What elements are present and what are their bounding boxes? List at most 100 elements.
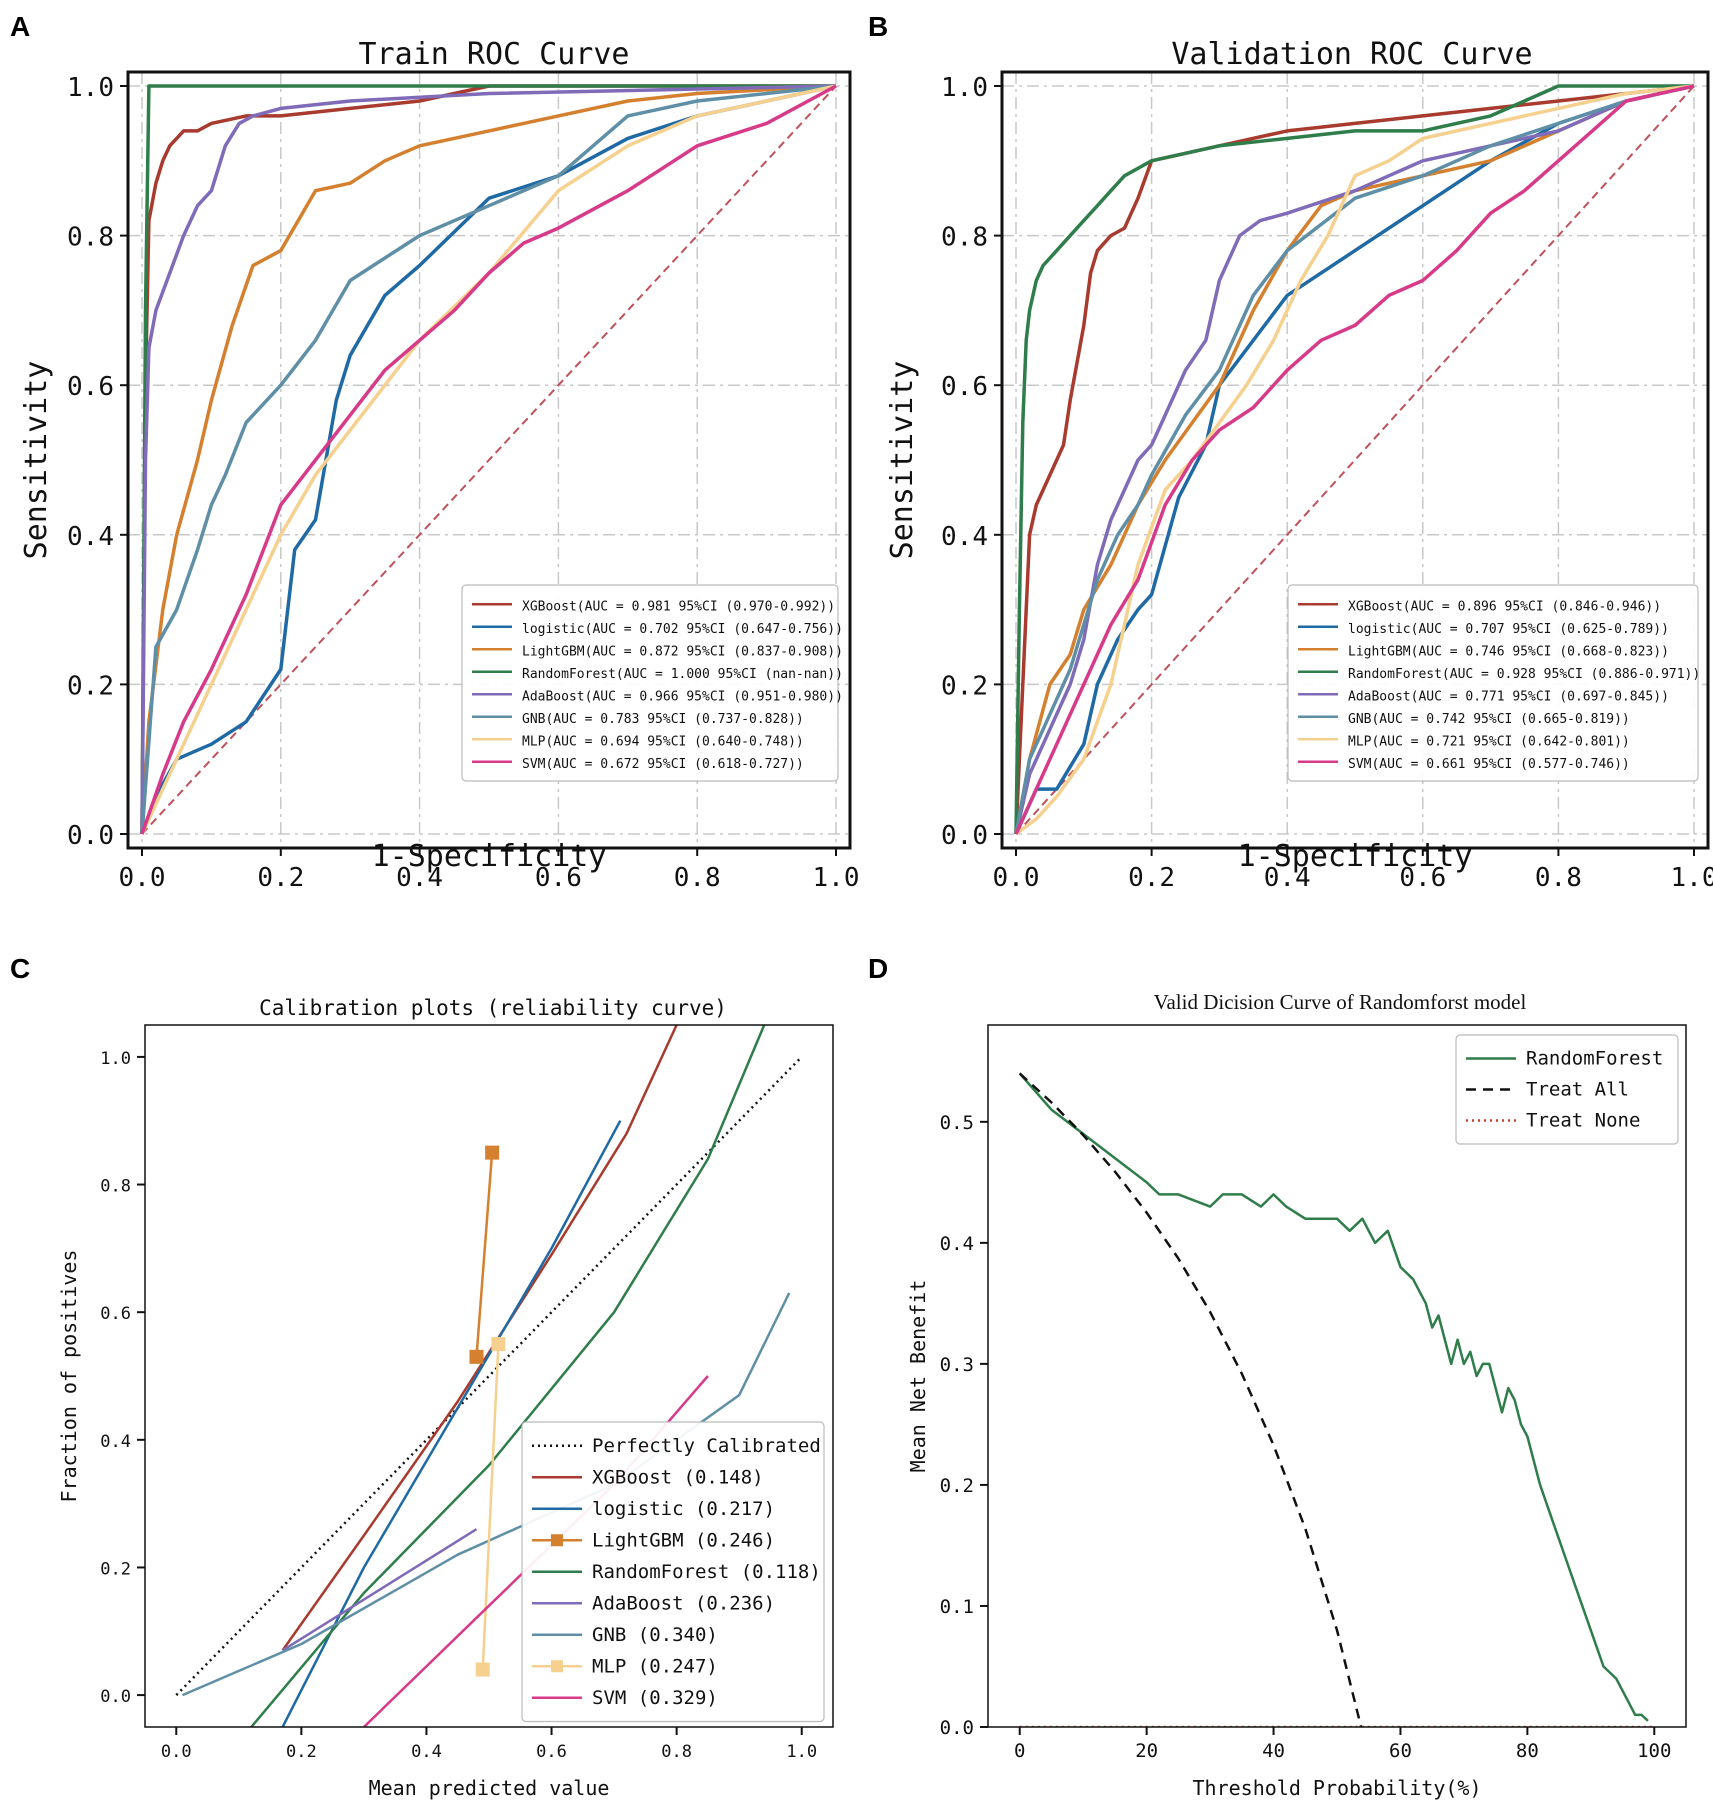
series-adaboost	[140, 84, 837, 835]
x-axis-label: Threshold Probability(%)	[1193, 1776, 1482, 1800]
x-tick-label: 0.8	[661, 1742, 692, 1762]
x-tick-label: 0	[1014, 1740, 1025, 1762]
series-adaboost	[1014, 84, 1695, 835]
legend: XGBoost(AUC = 0.896 95%CI (0.846-0.946))…	[1287, 584, 1700, 782]
legend-box	[521, 1421, 825, 1723]
plot-frame	[126, 70, 852, 850]
y-tick-label: 0.0	[941, 821, 988, 851]
series-randomforest	[1014, 84, 1694, 835]
chart-title: Validation ROC Curve	[1171, 37, 1532, 72]
series-marker	[491, 1337, 506, 1352]
y-axis-label: Fraction of positives	[57, 1250, 81, 1503]
y-tick-label: 0.4	[941, 522, 988, 552]
legend-box	[1287, 584, 1699, 782]
legend-label: RandomForest	[1526, 1048, 1663, 1070]
series-xgboost	[140, 84, 836, 835]
legend-label: GNB(AUC = 0.783 95%CI (0.737-0.828))	[522, 712, 804, 727]
legend-label: GNB(AUC = 0.742 95%CI (0.665-0.819))	[1348, 712, 1630, 727]
legend-label: MLP(AUC = 0.721 95%CI (0.642-0.801))	[1348, 734, 1630, 749]
y-axis-ticks: 0.0 0.2 0.4 0.6 0.8 1.0	[67, 73, 128, 851]
y-tick-label: 0.0	[940, 1717, 974, 1739]
legend-marker	[551, 1660, 563, 1673]
x-tick-label: 20	[1135, 1740, 1158, 1762]
y-tick-label: 0.4	[100, 1432, 131, 1452]
x-tick-label: 1.0	[1671, 863, 1713, 893]
panel-letter-a: A	[10, 11, 30, 42]
legend-label: logistic(AUC = 0.702 95%CI (0.647-0.756)…	[522, 622, 843, 637]
x-tick-label: 0.6	[535, 863, 582, 893]
legend: Perfectly Calibrated XGBoost (0.148) logis…	[521, 1421, 825, 1723]
legend-label: XGBoost(AUC = 0.981 95%CI (0.970-0.992))	[522, 599, 835, 614]
x-tick-label: 0.0	[993, 863, 1040, 893]
legend-label: SVM (0.329)	[592, 1687, 718, 1709]
panel-calibration: C Calibration plots (reliability curve) …	[10, 953, 834, 1800]
legend-label: GNB (0.340)	[592, 1624, 718, 1646]
diagonal-line	[141, 85, 837, 835]
legend-label: LightGBM (0.246)	[592, 1529, 775, 1551]
legend-label: RandomForest (0.118)	[592, 1561, 821, 1583]
legend-label: RandomForest(AUC = 0.928 95%CI (0.886-0.…	[1348, 667, 1700, 682]
legend-box	[1455, 1034, 1679, 1145]
x-tick-label: 0.0	[161, 1742, 192, 1762]
x-axis-label: Mean predicted value	[369, 1776, 610, 1800]
x-tick-label: 0.0	[119, 863, 166, 893]
panel-letter-b: B	[868, 11, 888, 42]
legend: XGBoost(AUC = 0.981 95%CI (0.970-0.992))…	[461, 584, 843, 782]
legend-label: AdaBoost(AUC = 0.966 95%CI (0.951-0.980)…	[522, 689, 843, 704]
x-axis-ticks: 0.0 0.2 0.4 0.6 0.8 1.0	[993, 848, 1713, 893]
series-randomforest	[250, 1025, 766, 1727]
x-axis-label: 1-Specificity	[1238, 839, 1473, 874]
plot-frame	[987, 1024, 1687, 1728]
y-tick-label: 0.2	[100, 1559, 131, 1579]
y-axis-ticks: 0.0 0.1 0.2 0.3 0.4 0.5	[940, 1112, 988, 1739]
x-axis-ticks: 0.0 0.2 0.4 0.6 0.8 1.0	[119, 848, 860, 893]
y-tick-label: 0.3	[940, 1354, 974, 1376]
x-tick-label: 60	[1389, 1740, 1412, 1762]
legend-label: logistic (0.217)	[592, 1498, 775, 1520]
x-tick-label: 0.2	[1128, 863, 1175, 893]
series-marker	[469, 1349, 484, 1364]
x-tick-label: 0.6	[1399, 863, 1446, 893]
series-xgboost	[1014, 84, 1695, 835]
y-tick-label: 0.0	[100, 1687, 131, 1707]
legend-label: Treat All	[1526, 1079, 1629, 1101]
x-tick-label: 0.2	[286, 1742, 317, 1762]
y-tick-label: 1.0	[100, 1049, 131, 1069]
series-logistic	[281, 1120, 622, 1727]
panel-train-roc: A Train ROC Curve 0.0 0.2 0.4 0.6 0.8 1.0 0.0…	[10, 11, 859, 893]
plot-frame	[1000, 70, 1710, 850]
roc-series	[1014, 84, 1695, 836]
y-axis-ticks: 0.0 0.2 0.4 0.6 0.8 1.0	[100, 1049, 145, 1707]
y-axis-label: Sensitivity	[19, 361, 54, 560]
x-tick-label: 0.8	[1535, 863, 1582, 893]
series-logistic	[140, 84, 837, 835]
series-treat-all	[1018, 1072, 1363, 1727]
series-svm	[140, 84, 837, 835]
legend-label: MLP (0.247)	[592, 1655, 718, 1677]
x-tick-label: 1.0	[813, 863, 860, 893]
series-gnb	[1014, 84, 1695, 835]
y-tick-label: 0.5	[940, 1112, 974, 1134]
y-tick-label: 0.2	[941, 671, 988, 701]
chart-title: Train ROC Curve	[359, 37, 630, 72]
series-gnb	[140, 84, 837, 835]
legend-label: MLP(AUC = 0.694 95%CI (0.640-0.748))	[522, 734, 804, 749]
legend-label: SVM(AUC = 0.672 95%CI (0.618-0.727))	[522, 757, 804, 772]
panel-decision-curve: D Valid Dicision Curve of Randomforst mo…	[868, 953, 1687, 1800]
x-tick-label: 0.4	[1264, 863, 1311, 893]
roc-series	[140, 84, 837, 835]
legend-label: AdaBoost(AUC = 0.771 95%CI (0.697-0.845)…	[1348, 689, 1669, 704]
y-axis-label: Sensitivity	[885, 361, 920, 560]
y-tick-label: 0.6	[941, 372, 988, 402]
x-tick-label: 1.0	[786, 1742, 817, 1762]
y-tick-label: 0.8	[67, 223, 114, 253]
y-axis-ticks: 0.0 0.2 0.4 0.6 0.8 1.0	[941, 73, 1002, 851]
series-lightgbm	[475, 1152, 494, 1357]
y-tick-label: 0.4	[940, 1233, 974, 1255]
y-tick-label: 0.6	[100, 1304, 131, 1324]
legend-label: Perfectly Calibrated	[592, 1435, 821, 1457]
y-tick-label: 0.2	[940, 1475, 974, 1497]
y-tick-label: 0.8	[100, 1177, 131, 1197]
panel-validation-roc: B Validation ROC Curve 0.0 0.2 0.4 0.6 0.8 1.…	[868, 11, 1713, 893]
panel-letter-d: D	[868, 953, 888, 984]
